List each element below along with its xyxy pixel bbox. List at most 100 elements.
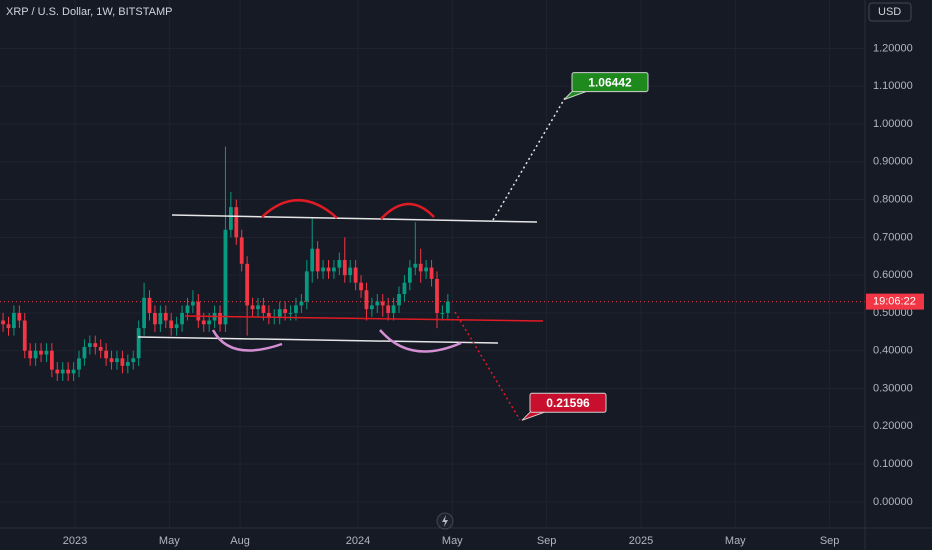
arc <box>380 202 435 220</box>
arc <box>211 329 283 352</box>
candle-body <box>445 301 450 313</box>
x-tick-label: 2024 <box>346 535 370 547</box>
candle-body <box>33 350 38 359</box>
candle-body <box>397 294 401 306</box>
candle-body <box>201 320 206 325</box>
callout-box <box>529 392 607 413</box>
candle-body <box>245 263 250 306</box>
candle-body <box>386 305 391 313</box>
y-tick-label: 0.00000 <box>873 496 913 508</box>
candle-body <box>44 350 49 355</box>
candle-body <box>256 305 260 310</box>
candle-body <box>87 343 92 347</box>
candle-body <box>369 305 374 310</box>
candle-body <box>380 301 385 306</box>
candle-body <box>424 267 429 272</box>
time-axis <box>0 528 932 550</box>
candle-body <box>115 358 119 363</box>
candle-body <box>342 260 347 276</box>
x-tick-label: Sep <box>820 535 840 547</box>
candle-body <box>348 267 353 276</box>
y-tick-label: 1.20000 <box>873 42 913 54</box>
y-tick-label: 1.00000 <box>873 118 913 130</box>
candle-body <box>402 282 407 295</box>
candle-body <box>299 301 304 306</box>
x-tick-label: 2023 <box>63 535 87 547</box>
candle-body <box>391 305 396 313</box>
support-line <box>137 336 499 344</box>
candle-body <box>321 267 325 272</box>
callout-label: 0.21596 <box>546 396 590 410</box>
candle-body <box>218 312 222 325</box>
candle-body <box>407 267 412 283</box>
currency-button[interactable] <box>868 2 912 22</box>
chart-title: XRP / U.S. Dollar, 1W, BITSTAMP <box>6 6 172 18</box>
y-tick-label: 0.30000 <box>873 382 913 394</box>
candle-body <box>283 309 288 313</box>
x-tick-label: May <box>725 535 746 547</box>
x-tick-label: May <box>442 535 463 547</box>
y-tick-label: 0.60000 <box>873 269 913 281</box>
candle-body <box>17 312 22 321</box>
candle-body <box>109 358 114 363</box>
candle-body <box>435 278 439 313</box>
arc <box>379 329 462 353</box>
candle-body <box>93 343 98 347</box>
candle-body <box>277 309 282 317</box>
candle-body <box>98 346 103 351</box>
grid <box>0 0 865 528</box>
candle-body <box>326 267 331 272</box>
candle-body <box>180 312 184 325</box>
candle-body <box>6 324 11 329</box>
candle-body <box>228 207 233 230</box>
candle-body <box>353 267 358 283</box>
last-price-tag <box>866 293 924 310</box>
lightning-glyph <box>442 515 448 527</box>
y-tick-label: 0.40000 <box>873 345 913 357</box>
candle-body <box>304 271 309 302</box>
candle-body <box>28 350 33 359</box>
candle-body <box>136 328 141 359</box>
x-tick-label: 2025 <box>629 535 653 547</box>
candle-body <box>169 320 174 329</box>
y-tick-label: 0.90000 <box>873 156 913 168</box>
callout-box <box>571 72 649 93</box>
candle-body <box>147 297 152 313</box>
candles <box>1 146 450 381</box>
currency-label[interactable]: USD <box>878 6 901 18</box>
y-tick-label: 0.10000 <box>873 458 913 470</box>
candle-body <box>310 248 315 272</box>
resistance-line <box>171 214 538 223</box>
x-tick-label: May <box>159 535 180 547</box>
candle-body <box>196 301 201 321</box>
candle-body <box>60 369 65 374</box>
candle-body <box>223 229 228 325</box>
y-tick-label: 1.10000 <box>873 80 913 92</box>
candle-body <box>364 290 369 310</box>
candle-body <box>131 358 136 363</box>
countdown: 19:06:22 <box>873 296 916 308</box>
candle-body <box>375 301 380 306</box>
candle-body <box>429 267 434 279</box>
candle-body <box>49 350 54 370</box>
candle-body <box>71 369 76 374</box>
candle-body <box>104 350 109 359</box>
y-tick-label: 0.50000 <box>873 307 913 319</box>
candle-body <box>359 282 363 291</box>
projection-up <box>492 97 566 221</box>
candle-body <box>1 320 5 325</box>
candle-body <box>174 324 179 329</box>
candle-body <box>153 312 157 325</box>
candle-body <box>142 297 146 329</box>
candle-body <box>12 312 16 329</box>
neckline <box>184 315 544 322</box>
candle-body <box>77 358 81 370</box>
callout-label: 1.06442 <box>588 75 632 89</box>
y-tick-label: 0.80000 <box>873 193 913 205</box>
candle-body <box>440 312 445 314</box>
candle-body <box>55 369 60 374</box>
candle-body <box>315 248 320 272</box>
price-axis <box>865 0 932 550</box>
